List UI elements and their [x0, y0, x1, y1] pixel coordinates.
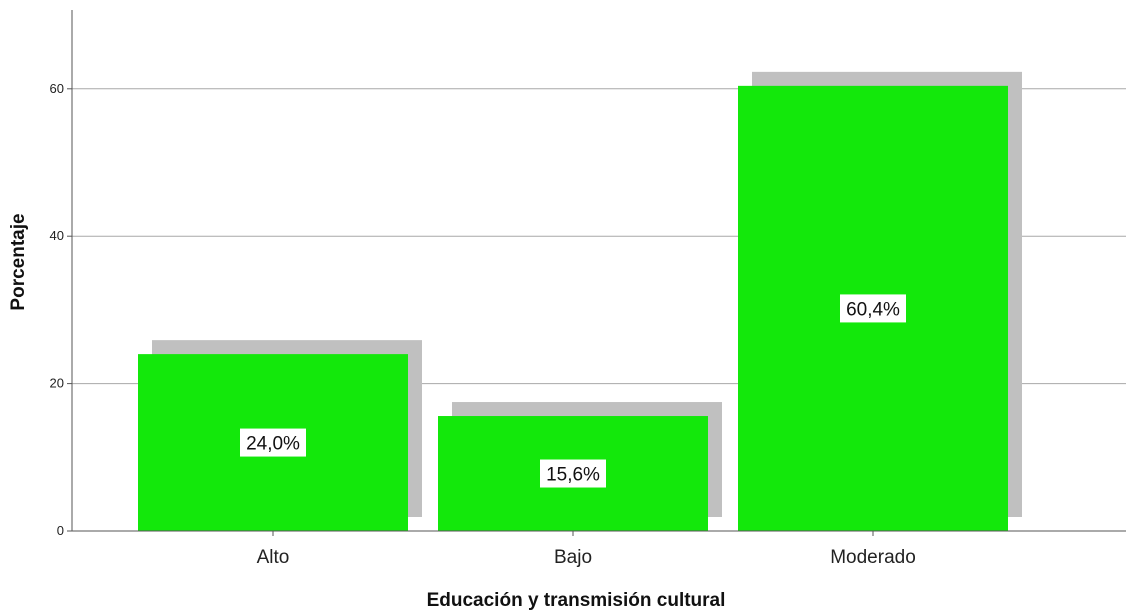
x-tick-label: Alto	[257, 547, 290, 568]
data-label-box	[540, 459, 606, 488]
data-label: 15,6%	[546, 465, 600, 486]
x-tick-labels: Alto Bajo Moderado	[257, 531, 916, 568]
y-tick-label: 40	[50, 228, 64, 243]
axes	[71, 10, 1126, 532]
x-tick-label: Bajo	[554, 547, 592, 568]
x-axis-title: Educación y transmisión cultural	[427, 590, 726, 611]
data-labels: 24,0% 15,6% 60,4%	[240, 294, 906, 488]
x-tick-label: Moderado	[830, 547, 916, 568]
data-label-box	[840, 294, 906, 323]
y-tick-label: 0	[57, 523, 64, 538]
data-label: 24,0%	[246, 434, 300, 455]
data-label-box	[240, 428, 306, 457]
y-axis-title: Porcentaje	[8, 213, 29, 310]
y-tick-label: 20	[50, 376, 64, 391]
y-tick-label: 60	[50, 81, 64, 96]
data-label: 60,4%	[846, 299, 900, 320]
y-tick-labels: 0 20 40 60	[50, 81, 72, 538]
